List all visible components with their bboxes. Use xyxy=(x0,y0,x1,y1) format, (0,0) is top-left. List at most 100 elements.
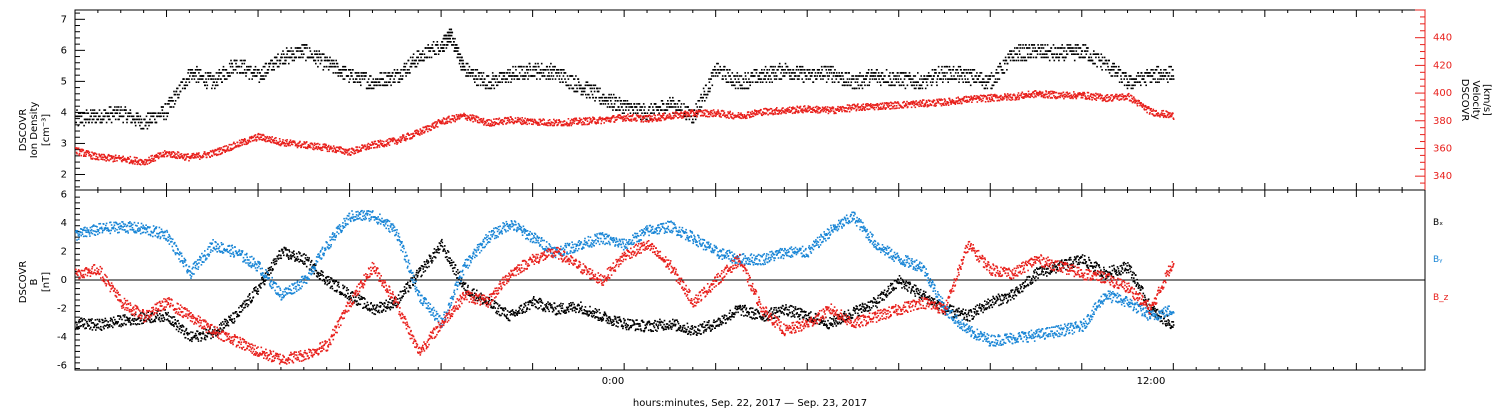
data-point-black xyxy=(742,78,745,80)
data-point-black xyxy=(1076,47,1078,49)
data-point-black xyxy=(677,106,679,108)
data-point-red xyxy=(94,152,97,155)
data-point-black xyxy=(821,69,823,71)
density-tick-label: 2 xyxy=(61,169,67,180)
data-point-black xyxy=(1108,72,1111,74)
data-point-red xyxy=(162,151,164,154)
data-point-black xyxy=(101,121,103,124)
data-point-black xyxy=(808,69,811,71)
data-point-red xyxy=(635,114,638,116)
data-point-black xyxy=(294,56,296,59)
data-point-red xyxy=(597,122,600,124)
data-point-black xyxy=(861,81,863,83)
data-point-black xyxy=(550,72,553,74)
data-point-red xyxy=(590,118,592,120)
data-point-red xyxy=(541,119,543,122)
data-point-red xyxy=(671,117,674,119)
data-point-red xyxy=(702,115,704,117)
data-point-black xyxy=(335,62,338,65)
data-point-red xyxy=(419,128,422,130)
data-point-black xyxy=(823,65,826,68)
data-point-red xyxy=(673,116,675,119)
data-point-black xyxy=(436,41,439,43)
data-point-black xyxy=(323,59,326,62)
data-point-red xyxy=(419,132,422,134)
data-point-black xyxy=(855,75,857,77)
data-point-red xyxy=(729,111,731,114)
data-point-red xyxy=(714,111,716,114)
data-point-red xyxy=(408,134,411,136)
data-point-black xyxy=(204,84,206,87)
data-point-red xyxy=(442,122,444,124)
data-point-red xyxy=(787,107,789,109)
data-point-red xyxy=(632,113,634,116)
data-point-black xyxy=(915,84,918,87)
data-point-black xyxy=(319,62,322,65)
data-point-red xyxy=(575,118,577,121)
data-point-black xyxy=(570,84,572,87)
data-point-red xyxy=(872,103,874,106)
data-point-black xyxy=(1081,50,1083,52)
data-point-red xyxy=(706,115,709,118)
data-point-black xyxy=(1082,56,1085,59)
data-point-black xyxy=(1021,47,1024,49)
data-point-black xyxy=(724,75,727,77)
data-point-red xyxy=(317,142,319,145)
data-point-black xyxy=(169,100,172,102)
data-point-black xyxy=(870,75,872,77)
data-point-red xyxy=(171,152,173,155)
data-point-black xyxy=(1120,75,1122,77)
data-point-black xyxy=(471,72,473,74)
data-point-black xyxy=(518,65,520,68)
data-point-black xyxy=(130,115,133,118)
data-point-red xyxy=(830,110,833,112)
data-point-black xyxy=(1071,53,1073,55)
data-point-black xyxy=(612,109,614,111)
data-point-red xyxy=(617,116,620,119)
data-point-black xyxy=(561,69,563,71)
data-point-red xyxy=(365,148,368,151)
data-point-black xyxy=(495,75,498,77)
data-point-black xyxy=(967,69,969,71)
data-point-black xyxy=(969,84,972,87)
data-point-black xyxy=(867,69,870,71)
data-point-black xyxy=(349,78,351,80)
data-point-black xyxy=(622,100,625,102)
data-point-black xyxy=(639,106,642,108)
data-point-black xyxy=(1131,84,1133,87)
data-point-black xyxy=(139,115,142,118)
data-point-red xyxy=(823,109,825,112)
data-point-red xyxy=(526,119,528,121)
data-point-black xyxy=(1056,53,1058,55)
data-point-red xyxy=(740,117,743,120)
data-point-black xyxy=(430,47,432,49)
data-point-red xyxy=(567,118,570,120)
data-point-black xyxy=(1090,59,1092,62)
data-point-red xyxy=(679,112,682,115)
data-point-red xyxy=(667,117,670,119)
data-point-black xyxy=(881,72,884,74)
data-point-red xyxy=(839,109,841,111)
data-point-black xyxy=(765,75,767,77)
data-point-black xyxy=(1140,84,1142,87)
data-point-black xyxy=(1093,53,1096,55)
data-point-black xyxy=(806,75,808,77)
data-point-red xyxy=(626,117,629,119)
data-point-black xyxy=(468,72,470,74)
data-point-red xyxy=(444,122,447,125)
data-point-red xyxy=(157,157,160,160)
data-point-red xyxy=(446,120,449,123)
data-point-black xyxy=(1091,59,1094,62)
data-point-black xyxy=(845,81,848,83)
data-point-black xyxy=(652,109,655,111)
data-point-red xyxy=(829,111,831,113)
data-point-black xyxy=(618,96,621,99)
data-point-black xyxy=(384,72,387,74)
data-point-red xyxy=(861,109,863,111)
data-point-red xyxy=(214,148,216,151)
data-point-black xyxy=(941,65,943,68)
data-point-red xyxy=(879,102,882,105)
data-point-black xyxy=(191,75,194,77)
data-point-black xyxy=(304,47,307,49)
data-point-red xyxy=(739,114,742,116)
